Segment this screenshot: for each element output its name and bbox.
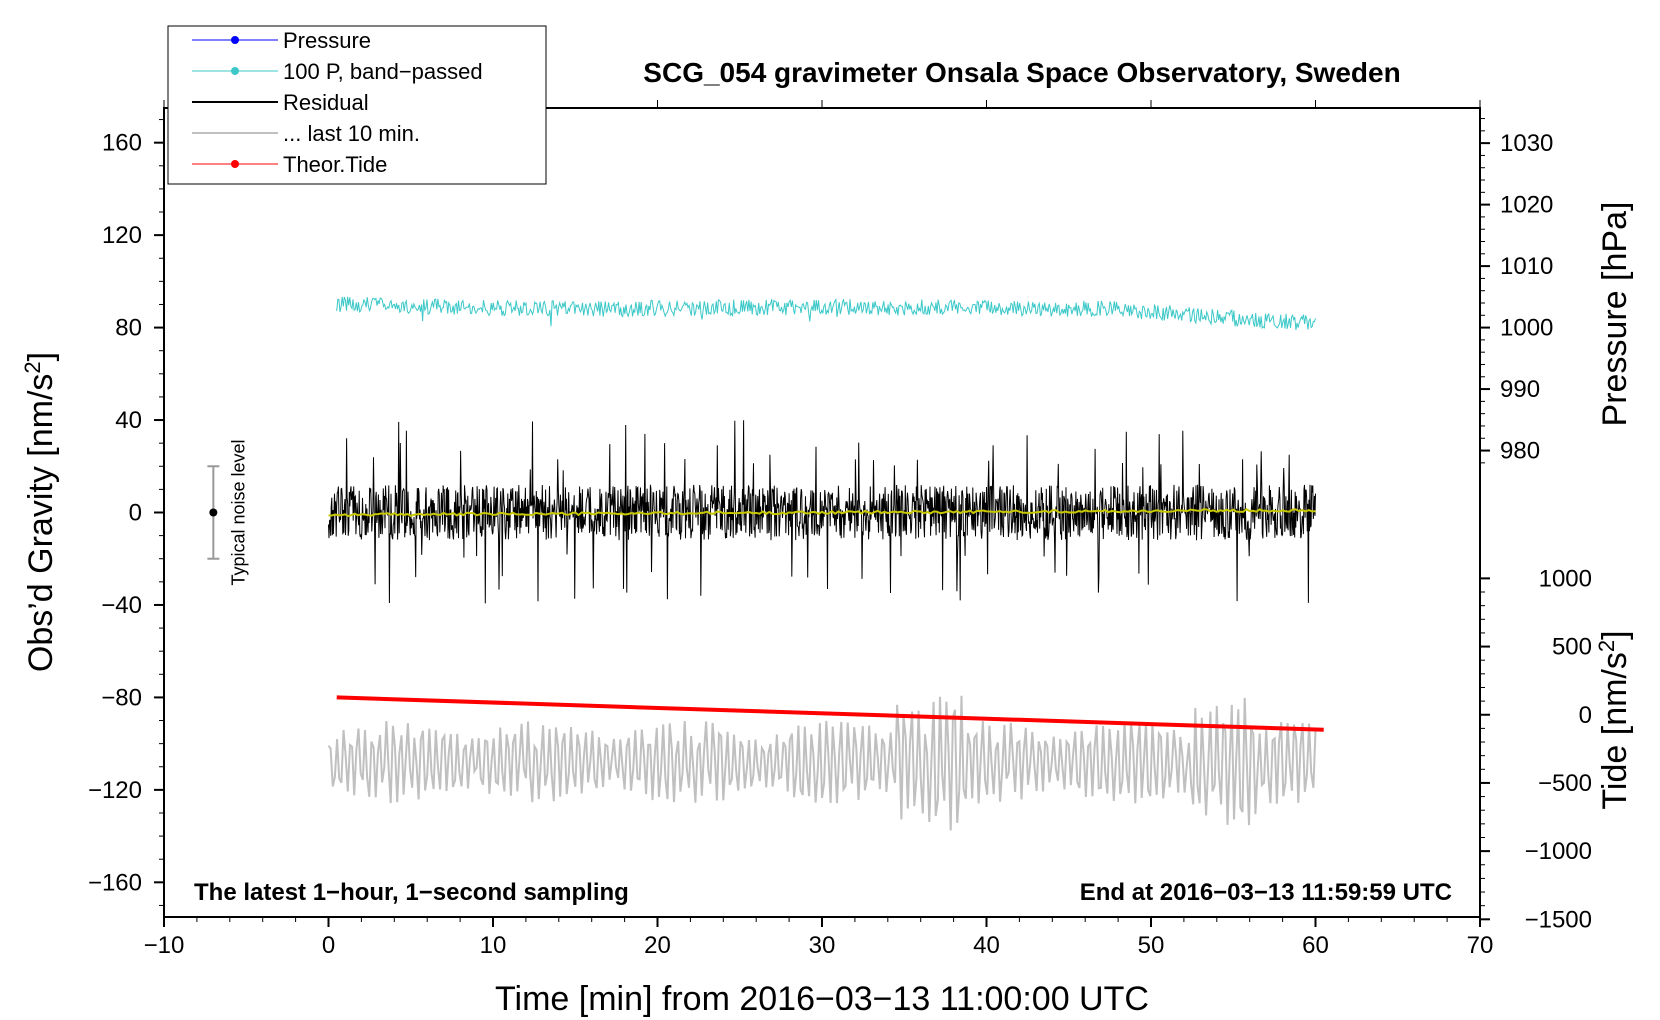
legend-label-residual: Residual	[283, 90, 369, 115]
x-tick-label: 40	[973, 932, 1000, 959]
noise-point	[209, 508, 218, 517]
pressure-tick-label: 980	[1500, 438, 1540, 465]
y-tick-label: 80	[115, 315, 142, 342]
x-tick-label: 10	[480, 932, 507, 959]
y-tick-label: −40	[101, 592, 142, 619]
x-tick-label: 50	[1138, 932, 1165, 959]
legend-label-pressure: Pressure	[283, 28, 371, 53]
x-axis-title: Time [min] from 2016−03−13 11:00:00 UTC	[495, 980, 1149, 1018]
pressure-tick-label: 1000	[1500, 315, 1553, 342]
tide-tick-label: −1000	[1525, 838, 1592, 865]
y-tick-label: 160	[102, 130, 142, 157]
pressure-tick-label: 1030	[1500, 130, 1553, 157]
tide-tick-label: −500	[1538, 770, 1592, 797]
legend-label-tide: Theor.Tide	[283, 152, 387, 177]
series-residual-smooth-line	[328, 507, 1316, 518]
y-tick-label: −80	[101, 684, 142, 711]
x-tick-label: 20	[644, 932, 671, 959]
series-tide-line	[336, 695, 1324, 732]
tide-axis-title-main: Tide [nm/s	[1596, 652, 1634, 809]
y-tick-label: 40	[115, 407, 142, 434]
legend-marker-bandpassed	[231, 67, 239, 75]
tide-tick-label: 0	[1579, 702, 1592, 729]
y-tick-label: 120	[102, 222, 142, 249]
tide-axis-title-end: ]	[1596, 630, 1634, 639]
tide-axis-title-sup: 2	[1594, 640, 1619, 652]
x-tick-label: 0	[322, 932, 335, 959]
pressure-axis-title: Pressure [hPa]	[1596, 202, 1634, 427]
pressure-tick-label: 990	[1500, 376, 1540, 403]
tide-axis-title: Tide [nm/s2]	[1594, 630, 1634, 809]
series-last10-line	[327, 695, 1317, 831]
left-axis-title-end: ]	[22, 352, 60, 361]
annotation-bottom-left: The latest 1−hour, 1−second sampling	[194, 879, 629, 906]
y-tick-label: 0	[129, 500, 142, 527]
series-bandpassed-line	[336, 296, 1316, 330]
left-axis-title-main: Obs’d Gravity [nm/s	[22, 374, 60, 673]
x-tick-label: −10	[144, 932, 185, 959]
x-tick-label: 30	[809, 932, 836, 959]
left-axis-title: Obs’d Gravity [nm/s2]	[20, 352, 60, 672]
tide-tick-label: −1500	[1525, 906, 1592, 933]
pressure-tick-label: 1010	[1500, 253, 1553, 280]
right-axis-pressure: 980 990 1000 1010 1020 1030	[1480, 118, 1553, 465]
series-residual-line	[328, 420, 1316, 604]
y-tick-label: −120	[88, 777, 142, 804]
noise-label: Typical noise level	[228, 439, 248, 585]
tide-tick-label: 1000	[1539, 565, 1592, 592]
series-layer	[327, 296, 1324, 831]
legend-label-bandpassed: 100 P, band−passed	[283, 59, 483, 84]
legend-box	[167, 25, 547, 185]
x-axis: −10 0 10 20 30 40 50 60 70	[144, 100, 1494, 959]
annotation-bottom-right: End at 2016−03−13 11:59:59 UTC	[1080, 879, 1452, 906]
left-axis-title-sup: 2	[20, 361, 45, 373]
chart-title: SCG_054 gravimeter Onsala Space Observat…	[643, 57, 1400, 88]
x-tick-label: 70	[1467, 932, 1494, 959]
legend-marker-tide	[231, 160, 239, 168]
tide-tick-label: 500	[1552, 634, 1592, 661]
pressure-tick-label: 1020	[1500, 192, 1553, 219]
legend: Pressure 100 P, band−passed Residual ...…	[167, 25, 547, 185]
x-tick-label: 60	[1302, 932, 1329, 959]
legend-marker-pressure	[231, 36, 239, 44]
right-axis-tide: −1500 −1000 −500 0 500 1000	[1480, 565, 1592, 933]
legend-label-last10: ... last 10 min.	[283, 121, 420, 146]
left-axis: −160 −120 −80 −40 0 40 80 120 160	[88, 119, 164, 906]
y-tick-label: −160	[88, 869, 142, 896]
noise-indicator: Typical noise level	[207, 439, 248, 586]
